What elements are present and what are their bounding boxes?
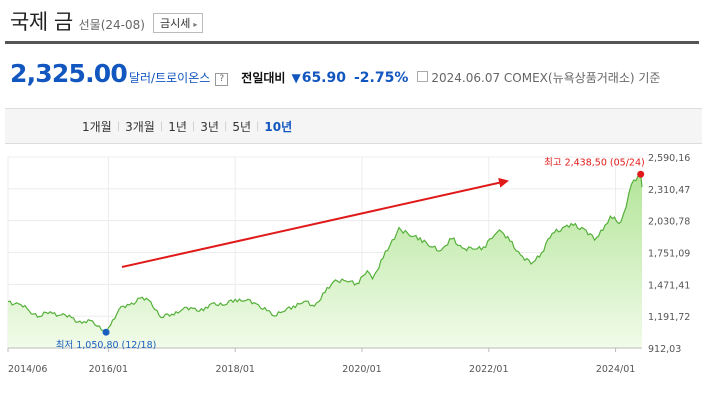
quote-row: 2,325.00 달러/트로이온스 ? 전일대비 ▼ 65.90 -2.75% … [10,59,660,93]
gold-price-button[interactable]: 금시세 ▸ [152,13,204,33]
price-change: 65.90 [301,70,346,86]
quote-date-source: 2024.06.07 COMEX(뉴욕상품거래소) 기준 [431,71,661,85]
period-separator: | [256,120,260,132]
period-separator: | [159,120,164,132]
calendar-icon [417,71,429,82]
gold-price-chart: 2014/06 2016/01 2018/01 2020/01 2022/01 2024/… [7,153,690,375]
gold-price-button-label: 금시세 [159,17,191,30]
price-unit: 달러/트로이온스 [128,71,211,85]
x-tick-label: 2024/01 [596,364,635,375]
change-label: 전일대비 [241,71,286,85]
price-line [7,173,643,334]
high-point-marker [637,170,645,178]
period-tabs: 1개월 | 3개월 | 1년 | 3년 | 5년 | 10년 [77,109,297,143]
period-separator: | [191,120,196,132]
period-tab[interactable]: 3개월 [125,119,155,134]
period-tab[interactable]: 1년 [168,119,187,134]
page-title: 국제 금 [10,10,73,34]
period-tab[interactable]: 5년 [232,119,251,134]
price-area [8,174,642,348]
y-tick-label: 912,03 [648,344,681,355]
high-price-label: 최고 2,438,50 (05/24) [544,157,645,168]
low-point-marker [102,328,110,336]
title-row: 국제 금 선물(24-08) 금시세 ▸ [10,6,204,38]
x-tick-label: 2020/01 [342,364,381,375]
help-icon[interactable]: ? [215,73,229,86]
period-separator: | [223,120,228,132]
y-tick-label: 2,030,78 [648,217,690,228]
y-tick-label: 1,751,09 [648,249,690,260]
y-tick-label: 2,310,47 [648,185,690,196]
period-tab[interactable]: 10년 [264,119,293,134]
period-tab[interactable]: 3년 [200,119,219,134]
period-tab[interactable]: 1개월 [82,119,112,134]
x-tick-label: 2018/01 [215,364,254,375]
x-tick-label: 2016/01 [89,364,128,375]
period-tab-bar: 1개월 | 3개월 | 1년 | 3년 | 5년 | 10년 [5,108,702,144]
chevron-right-icon: ▸ [193,20,198,29]
y-tick-label: 1,471,41 [648,280,690,291]
price-change-percent: -2.75% [354,70,409,86]
x-tick-label: 2014/06 [8,364,47,375]
x-tick-label: 2022/01 [469,364,508,375]
header-divider [5,41,699,44]
y-tick-label: 1,191,72 [648,312,690,323]
contract-subtitle: 선물(24-08) [78,18,145,32]
y-tick-label: 2,590,16 [648,153,690,164]
period-separator: | [116,120,121,132]
down-triangle-icon: ▼ [291,71,301,85]
current-price: 2,325.00 [10,59,128,88]
low-price-label: 최저 1,050,80 (12/18) [56,340,157,351]
trend-arrow [121,177,509,268]
